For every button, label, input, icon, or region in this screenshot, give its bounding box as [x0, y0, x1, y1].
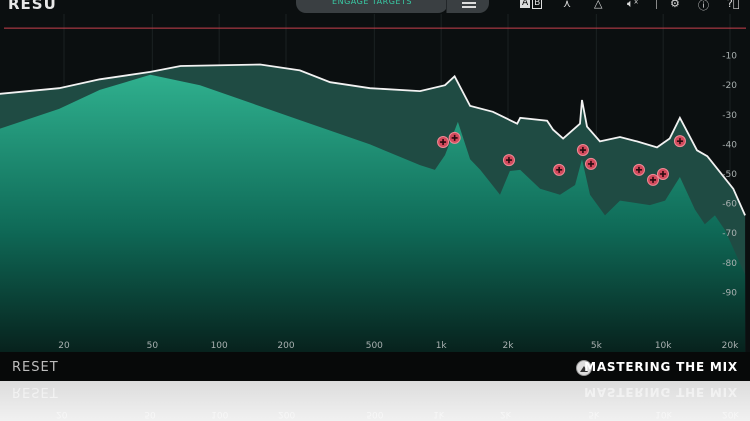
reflection-reset: RESET	[12, 384, 59, 399]
reflection-tick-label: 20k	[722, 409, 739, 419]
x-tick-label: 500	[366, 341, 383, 351]
hamburger-icon-bar	[462, 2, 476, 4]
curve-icon[interactable]: ⋏	[563, 0, 572, 10]
x-tick-label: 200	[277, 341, 294, 351]
y-tick-label: -80	[722, 259, 737, 269]
y-tick-label: -10	[722, 52, 737, 62]
resonance-marker[interactable]	[584, 157, 597, 170]
x-tick-label: 2k	[503, 341, 515, 351]
resonance-marker[interactable]	[576, 144, 589, 157]
mute-icon[interactable]: 🔈︎ˣ	[627, 0, 639, 10]
y-tick-label: -70	[722, 229, 737, 239]
plus-icon	[440, 139, 447, 146]
reflection-brand: MASTERING THE MIX	[584, 385, 738, 399]
menu-button[interactable]	[446, 0, 489, 13]
engage-targets-button[interactable]: ENGAGE TARGETS	[296, 0, 448, 13]
resonance-marker[interactable]	[673, 135, 686, 148]
reflection-tick-label: 10k	[655, 409, 672, 419]
plus-icon	[579, 147, 586, 154]
resonance-marker[interactable]	[632, 163, 645, 176]
x-tick-label: 20	[58, 341, 70, 351]
x-tick-label: 100	[211, 341, 228, 351]
resonance-marker[interactable]	[448, 131, 461, 144]
plus-icon	[587, 160, 594, 167]
plugin-title: RESU	[8, 0, 57, 13]
y-tick-label: -20	[722, 81, 737, 91]
resonance-marker[interactable]	[502, 154, 515, 167]
info-icon[interactable]: ⓘ	[698, 0, 709, 12]
brand-name: MASTERING THE MIX	[584, 360, 738, 374]
reflection-tick-label: 20	[56, 409, 68, 419]
plus-icon	[659, 171, 666, 177]
reflection-tick-label: 5k	[588, 409, 600, 419]
hamburger-icon-bar	[462, 6, 476, 8]
y-tick-label: -40	[722, 140, 737, 150]
y-tick-label: -60	[722, 200, 737, 210]
x-tick-label: 5k	[591, 341, 603, 351]
plus-icon	[505, 157, 512, 164]
triangle-icon[interactable]: △	[594, 0, 603, 10]
reflection-tick-label: 2k	[500, 409, 511, 419]
plus-icon	[635, 166, 642, 173]
plus-icon	[650, 176, 657, 183]
reflection-tick-label: 500	[366, 409, 384, 419]
mastering-the-mix-logo-icon	[576, 360, 592, 376]
reflection-tick-label: 100	[211, 409, 229, 419]
reset-button[interactable]: RESET	[12, 360, 59, 375]
y-tick-label: -50	[722, 170, 737, 180]
resonance-marker[interactable]	[647, 173, 660, 186]
plugin-window: 20 50 100 200 500 1k 2k 5k 10k 20k -10 -20 -30 -40 -5…	[0, 0, 750, 381]
plus-icon	[556, 166, 563, 173]
x-tick-label: 50	[147, 341, 159, 351]
help-icon[interactable]: ?⃝	[727, 0, 740, 10]
plus-icon	[451, 134, 458, 141]
x-tick-label: 1k	[436, 341, 448, 351]
y-tick-label: -90	[722, 288, 737, 298]
divider	[656, 0, 657, 9]
resonance-marker[interactable]	[656, 168, 669, 180]
reflection-tick-label: 50	[144, 409, 156, 419]
gear-icon[interactable]: ⚙	[670, 0, 680, 10]
x-tick-label: 10k	[655, 341, 672, 351]
plus-icon	[676, 138, 683, 145]
footer-bar: RESET MASTERING THE MIX	[0, 352, 750, 381]
target-curve-line[interactable]	[0, 63, 746, 216]
x-tick-label: 20k	[722, 341, 739, 351]
ab-a-label: A	[520, 0, 531, 8]
y-tick-label: -30	[722, 111, 737, 121]
resonance-marker[interactable]	[553, 163, 566, 176]
spectrum-area	[0, 74, 746, 352]
reflection-tick-label: 1k	[433, 409, 445, 419]
reflection-tick-label: 200	[278, 409, 296, 419]
spectrum-graph[interactable]: 20 50 100 200 500 1k 2k 5k 10k 20k -10 -20 -30 -40 -5…	[0, 0, 750, 352]
ab-b-label: B	[532, 0, 543, 9]
window-reflection: 20 50 100 200 500 1k 2k 5k 10k 20k RESET MASTERIN…	[0, 381, 750, 421]
resonance-marker[interactable]	[437, 136, 450, 149]
